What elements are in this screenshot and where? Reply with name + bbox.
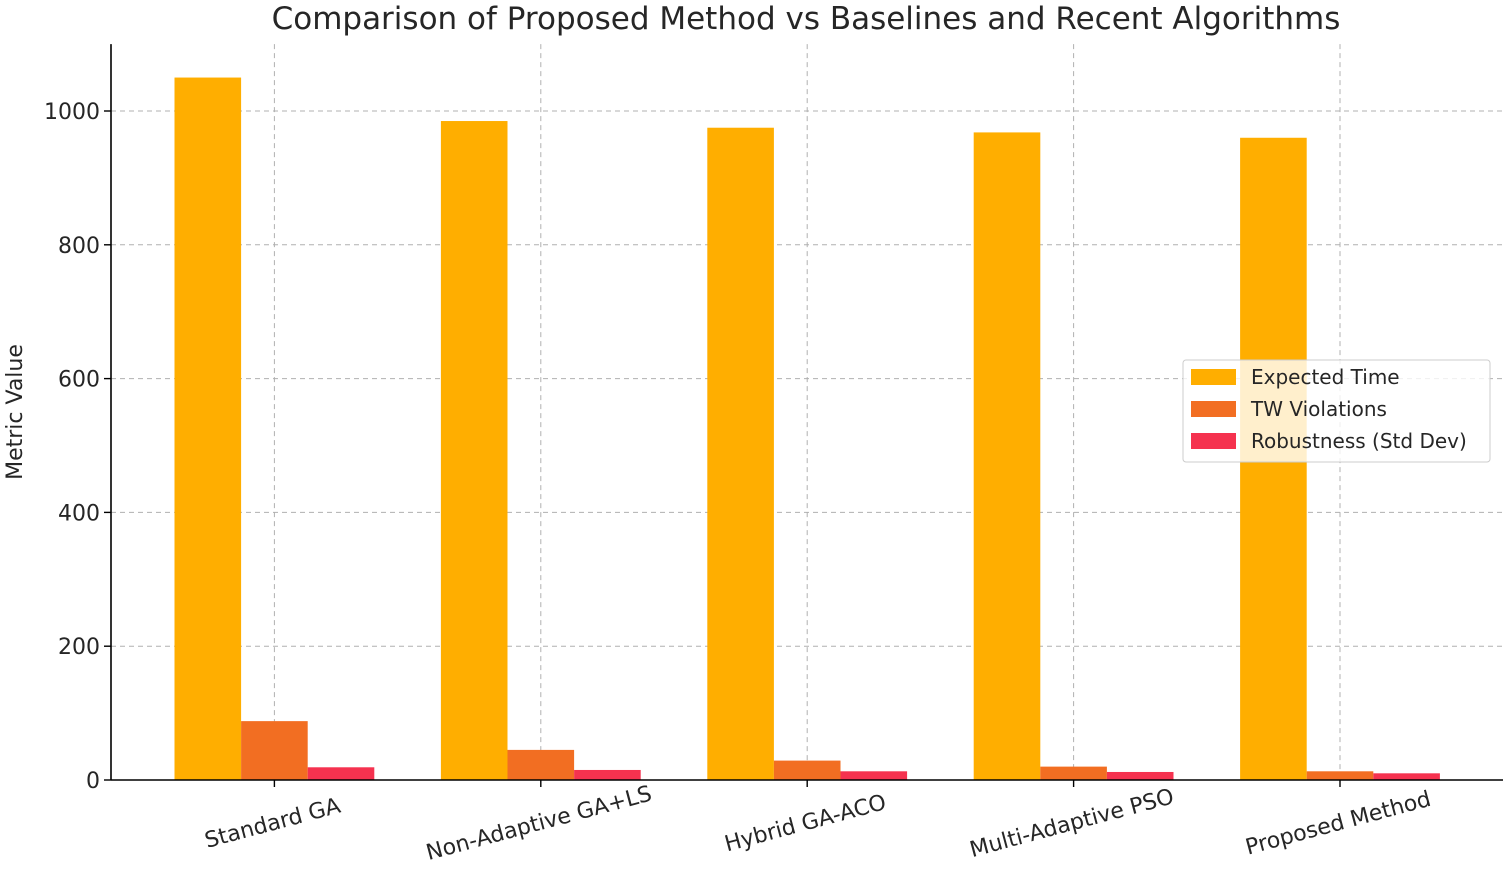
bar-robustness-std-dev-3 <box>1106 771 1174 780</box>
bar-tw-violations-3 <box>1040 766 1107 780</box>
x-tick-label: Non-Adaptive GA+LS <box>424 782 655 866</box>
x-ticks: Standard GA Non-Adaptive GA+LS Hybrid GA-A… <box>202 780 1434 866</box>
bar-expected-time-0 <box>174 77 242 781</box>
chart-title: Comparison of Proposed Method vs Baselin… <box>272 1 1341 37</box>
bar-tw-violations-1 <box>507 749 575 780</box>
y-tick-label: 400 <box>58 501 100 526</box>
bar-expected-time-1 <box>440 121 508 780</box>
bar-expected-time-2 <box>707 127 774 781</box>
bar-tw-violations-4 <box>1306 771 1374 780</box>
y-tick-label: 200 <box>58 635 100 660</box>
y-tick-label: 600 <box>58 368 100 393</box>
legend-label: Expected Time <box>1251 365 1400 389</box>
legend-swatch <box>1191 401 1236 417</box>
legend-swatch <box>1191 433 1236 449</box>
y-tick-label: 1000 <box>44 100 100 125</box>
y-tick-label: 0 <box>86 769 100 794</box>
bar-tw-violations-2 <box>773 760 841 780</box>
legend-label: TW Violations <box>1250 397 1387 421</box>
legend-swatch <box>1191 369 1236 385</box>
bar-robustness-std-dev-4 <box>1373 773 1440 780</box>
y-tick-label: 800 <box>58 234 100 259</box>
bar-tw-violations-0 <box>241 721 308 780</box>
grid-layer <box>111 44 1503 780</box>
legend: Expected Time TW Violations Robustness (St… <box>1182 359 1491 463</box>
x-tick-label: Multi-Adaptive PSO <box>967 784 1176 863</box>
legend-label: Robustness (Std Dev) <box>1251 429 1467 453</box>
x-tick-label: Hybrid GA-ACO <box>722 790 889 857</box>
y-ticks: 0 200 400 600 800 1000 <box>44 100 111 794</box>
bars-layer <box>174 77 1440 781</box>
x-tick-label: Standard GA <box>202 794 343 854</box>
bar-expected-time-3 <box>973 132 1041 780</box>
legend-box <box>1182 359 1491 463</box>
bar-robustness-std-dev-1 <box>574 769 641 780</box>
x-tick-label: Proposed Method <box>1243 787 1434 861</box>
bar-robustness-std-dev-2 <box>840 771 908 780</box>
y-axis-label: Metric Value <box>3 344 28 480</box>
bar-robustness-std-dev-0 <box>307 767 375 780</box>
